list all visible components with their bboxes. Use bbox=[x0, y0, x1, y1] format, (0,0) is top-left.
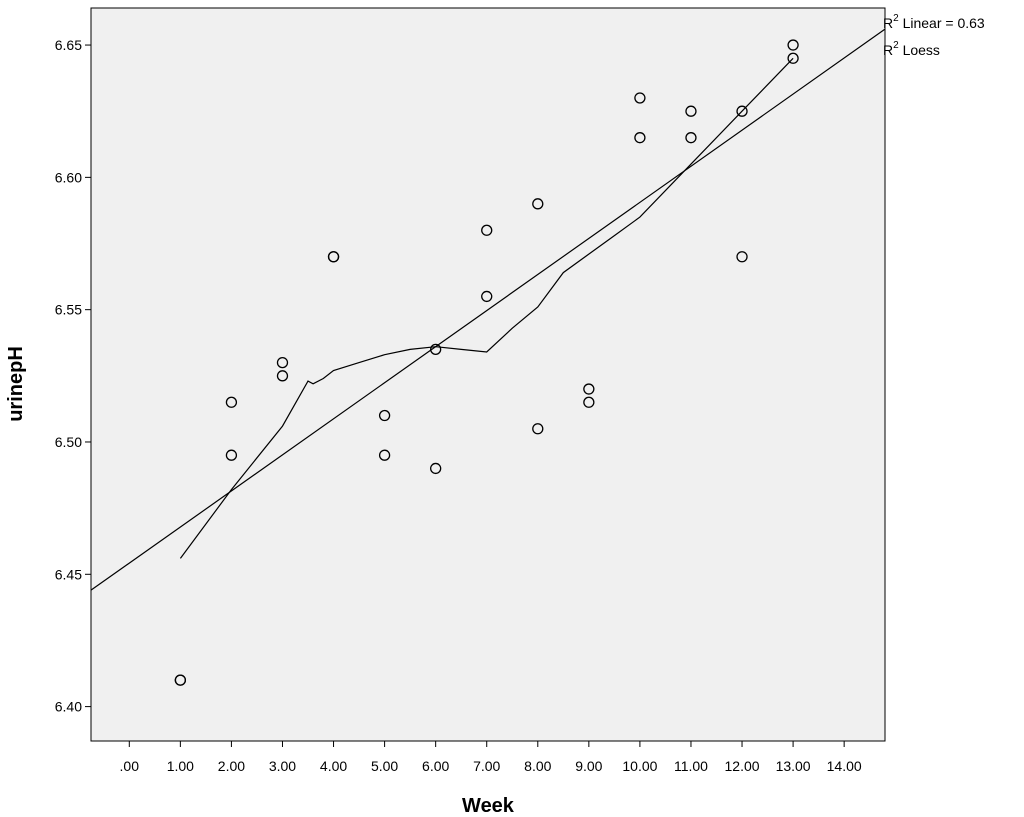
loess-fit-line bbox=[179, 57, 794, 559]
data-point bbox=[532, 198, 544, 210]
plot-background bbox=[90, 7, 886, 742]
data-point bbox=[736, 105, 748, 117]
x-tick-label: 14.00 bbox=[827, 758, 862, 774]
x-tick-label: 3.00 bbox=[269, 758, 296, 774]
y-axis: 6.40 6.45 6.50 6.55 6.60 6.65 bbox=[55, 37, 91, 715]
data-point bbox=[327, 251, 340, 263]
loess-fit-annotation: R2 Loess bbox=[883, 40, 940, 58]
y-tick-label: 6.50 bbox=[55, 434, 82, 450]
data-point bbox=[430, 343, 442, 356]
linear-fit-annotation: R2 Linear = 0.63 bbox=[883, 13, 985, 31]
data-point bbox=[736, 251, 748, 263]
x-tick-label: 6.00 bbox=[422, 758, 449, 774]
data-point bbox=[634, 132, 646, 144]
data-point bbox=[276, 356, 289, 369]
y-axis-title: urinepH bbox=[5, 346, 27, 422]
data-point bbox=[583, 396, 595, 408]
x-tick-label: 4.00 bbox=[320, 758, 347, 774]
x-tick-label: 10.00 bbox=[622, 758, 657, 774]
data-point bbox=[225, 396, 238, 408]
data-point bbox=[685, 105, 697, 117]
data-point bbox=[634, 92, 646, 104]
data-point bbox=[481, 224, 493, 236]
data-point bbox=[378, 409, 391, 422]
data-points bbox=[174, 39, 799, 686]
data-point bbox=[225, 449, 238, 461]
x-tick-label: 1.00 bbox=[167, 758, 194, 774]
data-point bbox=[532, 423, 544, 435]
y-tick-label: 6.45 bbox=[55, 566, 82, 582]
x-axis-title: Week bbox=[462, 795, 515, 817]
data-point bbox=[583, 383, 595, 395]
fit-lines bbox=[90, 28, 886, 591]
y-tick-label: 6.40 bbox=[55, 699, 82, 715]
y-tick-label: 6.60 bbox=[55, 169, 82, 185]
x-tick-label: 5.00 bbox=[371, 758, 398, 774]
x-tick-label: 13.00 bbox=[776, 758, 811, 774]
x-tick-label: .00 bbox=[120, 758, 140, 774]
data-point bbox=[481, 290, 493, 303]
x-tick-label: 12.00 bbox=[725, 758, 760, 774]
data-point bbox=[174, 674, 187, 686]
y-tick-label: 6.55 bbox=[55, 302, 82, 318]
linear-fit-line bbox=[90, 28, 886, 591]
y-tick-label: 6.65 bbox=[55, 37, 82, 53]
x-tick-label: 7.00 bbox=[473, 758, 500, 774]
data-point bbox=[430, 462, 442, 475]
x-tick-label: 2.00 bbox=[218, 758, 245, 774]
x-axis: .00 1.00 2.00 3.00 4.00 5.00 6.00 7.00 8.00 9.00 1… bbox=[120, 741, 862, 774]
x-tick-label: 11.00 bbox=[674, 758, 708, 774]
data-point bbox=[787, 39, 799, 51]
x-tick-label: 9.00 bbox=[575, 758, 602, 774]
x-tick-label: 8.00 bbox=[524, 758, 551, 774]
data-point bbox=[378, 449, 391, 461]
data-point bbox=[787, 52, 799, 64]
data-point bbox=[685, 132, 697, 144]
data-point bbox=[276, 370, 289, 382]
